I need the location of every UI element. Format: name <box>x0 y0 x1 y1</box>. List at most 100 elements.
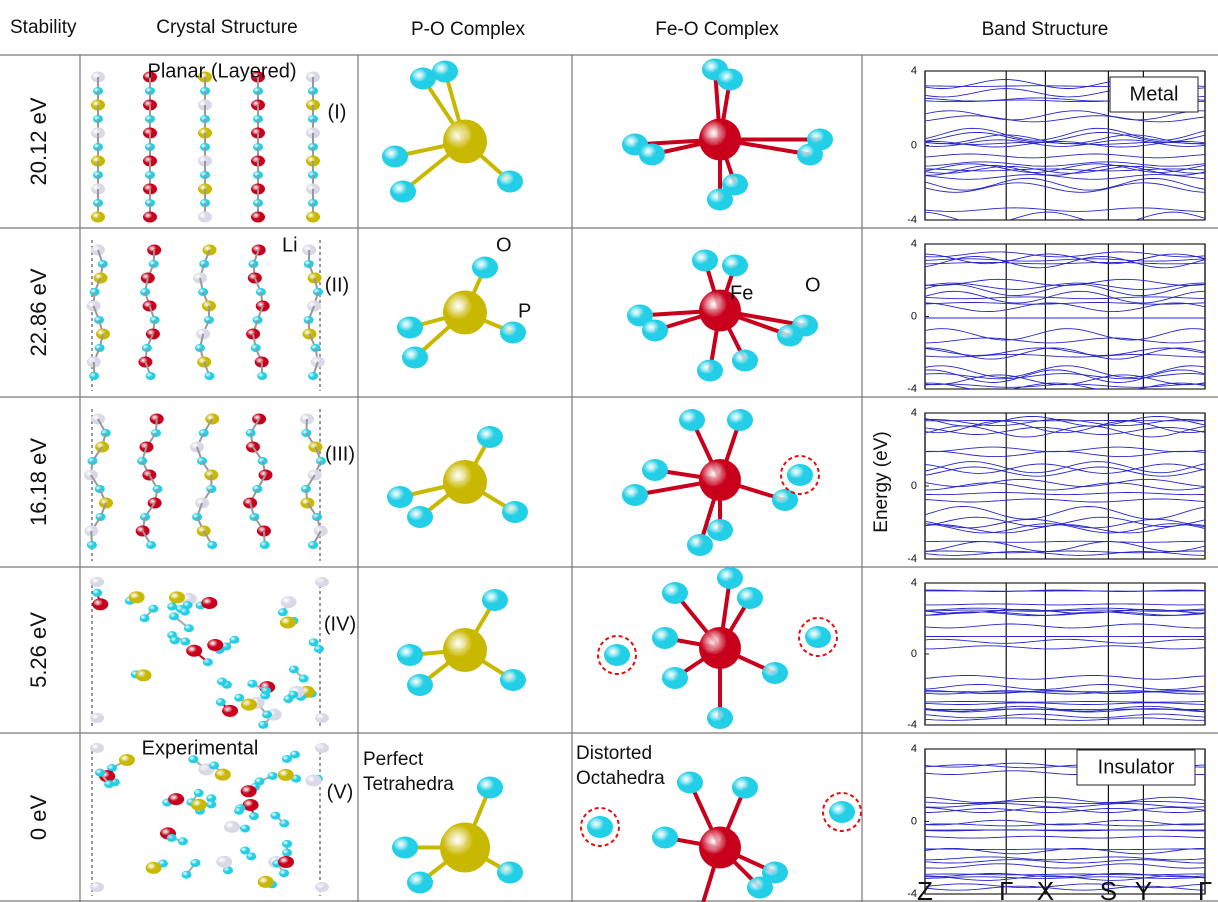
atom <box>146 541 157 549</box>
atom <box>652 826 678 849</box>
atom <box>279 869 290 878</box>
band-line <box>925 163 1205 173</box>
stability-energy: 5.26 eV <box>26 612 51 688</box>
highlight-ring <box>580 807 620 847</box>
atom <box>267 771 278 780</box>
band-line <box>925 638 1205 644</box>
atom <box>222 866 233 875</box>
stability-energy: 0 eV <box>26 795 51 841</box>
band-line <box>925 420 1205 434</box>
band-line <box>925 550 1205 554</box>
band-line <box>925 540 1205 543</box>
atom <box>699 118 741 161</box>
y-tick-label: 4 <box>911 238 917 250</box>
band-line <box>925 365 1205 378</box>
band-line <box>925 856 1205 861</box>
band-line <box>925 623 1205 629</box>
y-tick-label: -4 <box>907 888 917 900</box>
atom <box>90 713 104 723</box>
column-header: Band Structure <box>982 19 1109 40</box>
atom <box>240 698 257 711</box>
structure-label: (V) <box>327 781 354 803</box>
band-line <box>925 800 1205 805</box>
atom <box>188 755 199 764</box>
atom <box>402 346 428 369</box>
band-line <box>925 823 1205 827</box>
band-line <box>925 819 1205 826</box>
atom <box>201 597 218 610</box>
y-tick-label: 0 <box>911 480 917 492</box>
atom <box>410 67 436 90</box>
atom <box>279 616 296 629</box>
atom <box>717 68 743 91</box>
band-line <box>925 369 1205 383</box>
label-box <box>1076 749 1196 786</box>
atom <box>305 774 322 787</box>
atom <box>190 798 207 811</box>
atom <box>145 861 162 874</box>
atom <box>315 743 329 753</box>
atom <box>198 211 212 223</box>
band-line <box>925 174 1205 180</box>
structure-label: (I) <box>328 101 347 123</box>
atom <box>135 669 152 682</box>
band-line <box>925 466 1205 477</box>
atom <box>92 588 103 597</box>
atom <box>282 848 293 857</box>
atom <box>262 710 273 719</box>
atom <box>407 674 433 696</box>
band-line <box>925 498 1205 503</box>
atom <box>248 812 259 821</box>
band-line <box>925 258 1205 262</box>
atom <box>308 638 319 647</box>
atom <box>90 577 104 587</box>
atom <box>234 806 245 815</box>
atom <box>732 349 758 372</box>
atom <box>829 801 855 823</box>
k-point-label: Z <box>917 876 933 902</box>
band-line <box>925 806 1205 813</box>
band-line <box>925 419 1205 427</box>
atom <box>168 591 185 604</box>
atom <box>167 602 178 611</box>
band-line <box>925 253 1205 265</box>
atom <box>639 143 665 166</box>
atom <box>722 254 748 277</box>
atom <box>500 321 526 344</box>
atom <box>95 768 106 777</box>
atom <box>662 582 688 604</box>
y-tick-label: 4 <box>911 407 917 419</box>
atom <box>397 644 423 666</box>
annotation: Distorted <box>576 743 652 764</box>
atom <box>143 211 157 223</box>
band-line <box>925 518 1205 529</box>
annotation: Li <box>282 234 298 256</box>
atom <box>242 798 259 811</box>
atom <box>762 861 788 884</box>
annotation: O <box>496 234 512 256</box>
atom <box>206 794 217 803</box>
atom <box>604 644 630 666</box>
column-header: P-O Complex <box>411 19 526 40</box>
atom <box>182 601 193 610</box>
atom <box>216 677 227 686</box>
atom <box>179 607 190 616</box>
atom <box>497 170 523 193</box>
band-line <box>925 523 1205 534</box>
atom <box>472 256 498 279</box>
atom <box>180 637 191 646</box>
band-line <box>925 807 1205 813</box>
atom <box>717 567 743 589</box>
atom <box>407 871 433 894</box>
band-line <box>925 211 1205 220</box>
atom <box>251 211 265 223</box>
band-line <box>925 426 1205 435</box>
atom <box>86 541 97 549</box>
atom <box>390 180 416 203</box>
atom <box>502 501 528 523</box>
band-line <box>925 859 1205 864</box>
atom <box>145 372 156 380</box>
atom <box>443 628 487 672</box>
band-line <box>925 256 1205 269</box>
label-box <box>1109 76 1199 113</box>
